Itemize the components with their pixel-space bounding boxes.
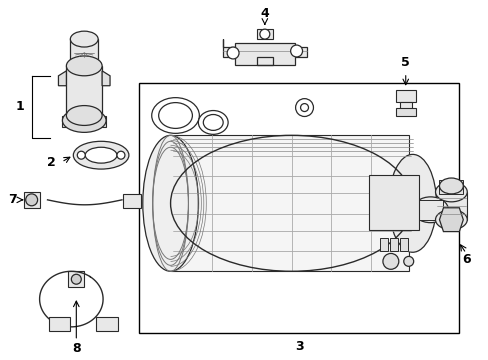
Ellipse shape <box>198 111 228 134</box>
Bar <box>435 192 467 220</box>
Ellipse shape <box>435 210 467 230</box>
Ellipse shape <box>151 98 199 133</box>
Ellipse shape <box>71 274 81 284</box>
Ellipse shape <box>77 151 85 159</box>
Text: 5: 5 <box>401 57 409 69</box>
Bar <box>68 271 84 287</box>
Bar <box>368 175 418 230</box>
Text: 6: 6 <box>461 253 469 266</box>
Ellipse shape <box>70 59 98 75</box>
Ellipse shape <box>70 31 98 47</box>
Ellipse shape <box>203 114 223 130</box>
Ellipse shape <box>300 104 308 112</box>
Bar <box>62 116 106 127</box>
Bar <box>96 317 118 331</box>
Ellipse shape <box>85 147 117 163</box>
Bar <box>379 238 387 251</box>
Polygon shape <box>439 208 462 231</box>
Bar <box>70 39 98 67</box>
Ellipse shape <box>412 197 447 223</box>
Text: 4: 4 <box>260 7 269 20</box>
Bar <box>139 83 458 333</box>
Ellipse shape <box>290 45 302 57</box>
Bar <box>66 66 102 116</box>
Ellipse shape <box>26 194 38 206</box>
Bar <box>24 192 40 208</box>
Bar <box>395 90 415 102</box>
Bar <box>256 29 272 39</box>
Ellipse shape <box>117 151 124 159</box>
Ellipse shape <box>439 178 462 194</box>
Ellipse shape <box>66 56 102 76</box>
Ellipse shape <box>66 105 102 125</box>
Ellipse shape <box>226 47 239 59</box>
Text: 8: 8 <box>72 342 81 355</box>
Bar <box>395 108 415 116</box>
Bar <box>413 200 443 220</box>
Ellipse shape <box>403 256 413 266</box>
Ellipse shape <box>259 29 269 39</box>
Ellipse shape <box>388 154 436 252</box>
Ellipse shape <box>382 253 398 269</box>
Bar <box>439 180 462 194</box>
Ellipse shape <box>435 182 467 202</box>
Ellipse shape <box>142 135 198 271</box>
Ellipse shape <box>158 103 192 129</box>
Bar <box>48 317 70 331</box>
Bar <box>399 238 407 251</box>
Bar <box>389 238 397 251</box>
Ellipse shape <box>62 109 106 132</box>
Ellipse shape <box>73 141 129 169</box>
Ellipse shape <box>295 99 313 117</box>
Polygon shape <box>223 39 306 65</box>
Bar <box>399 102 411 112</box>
Bar <box>170 135 408 271</box>
Polygon shape <box>102 71 110 86</box>
Text: 2: 2 <box>47 156 56 168</box>
Text: 1: 1 <box>15 100 24 113</box>
Bar <box>122 194 141 208</box>
Text: 3: 3 <box>295 340 303 353</box>
Text: 7: 7 <box>8 193 17 206</box>
Polygon shape <box>59 71 66 86</box>
